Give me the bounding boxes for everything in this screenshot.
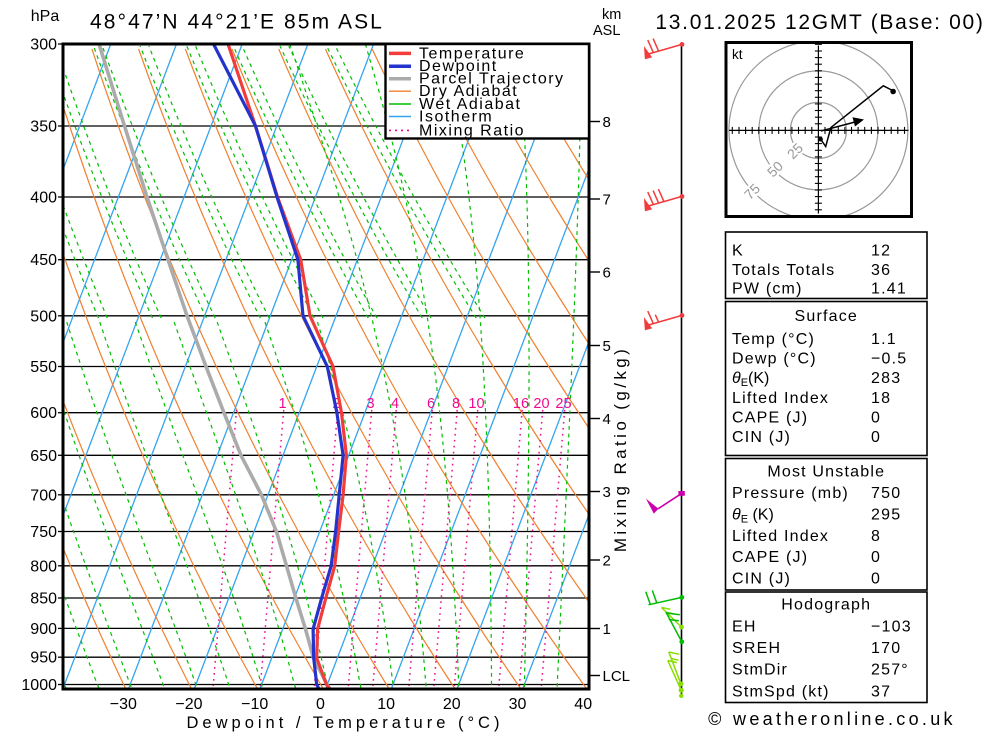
svg-text:Dewp (°C): Dewp (°C)	[732, 351, 817, 368]
svg-text:25: 25	[555, 396, 571, 412]
svg-text:850: 850	[30, 591, 57, 608]
svg-text:800: 800	[30, 558, 57, 575]
svg-text:18: 18	[871, 390, 891, 407]
svg-text:6: 6	[427, 396, 435, 412]
svg-text:kt: kt	[732, 47, 743, 62]
svg-text:500: 500	[30, 308, 57, 325]
svg-text:Lifted Index: Lifted Index	[732, 528, 829, 545]
svg-text:−10: −10	[241, 696, 268, 713]
svg-text:170: 170	[871, 640, 901, 657]
svg-text:4: 4	[391, 396, 399, 412]
svg-text:0: 0	[871, 549, 881, 566]
svg-text:6: 6	[603, 265, 611, 282]
svg-text:8: 8	[603, 114, 611, 131]
svg-text:48°47’N 44°21’E 85m ASL: 48°47’N 44°21’E 85m ASL	[90, 11, 384, 34]
svg-text:Wet Adiabat: Wet Adiabat	[419, 96, 521, 113]
svg-text:−0.5: −0.5	[871, 351, 907, 368]
svg-text:−30: −30	[110, 696, 137, 713]
svg-text:Mixing Ratio: Mixing Ratio	[419, 122, 525, 139]
svg-text:PW (cm): PW (cm)	[732, 281, 803, 298]
svg-text:257°: 257°	[871, 662, 909, 679]
svg-text:36: 36	[871, 262, 891, 279]
svg-text:Dewpoint: Dewpoint	[419, 58, 498, 75]
svg-text:hPa: hPa	[31, 8, 60, 25]
svg-text:20: 20	[533, 396, 549, 412]
svg-text:0: 0	[316, 696, 325, 713]
svg-text:20: 20	[443, 696, 461, 713]
svg-text:300: 300	[30, 37, 57, 54]
svg-text:Mixing Ratio (g/kg): Mixing Ratio (g/kg)	[611, 346, 630, 552]
svg-text:km: km	[602, 7, 621, 23]
svg-text:Dry Adiabat: Dry Adiabat	[419, 83, 518, 100]
svg-text:40: 40	[574, 696, 592, 713]
svg-text:400: 400	[30, 190, 57, 207]
svg-text:8: 8	[871, 528, 881, 545]
svg-text:1.1: 1.1	[871, 331, 897, 348]
svg-text:10: 10	[468, 396, 484, 412]
svg-text:Totals Totals: Totals Totals	[732, 262, 835, 279]
svg-text:295: 295	[871, 507, 901, 524]
svg-text:10: 10	[377, 696, 395, 713]
svg-text:5: 5	[603, 338, 611, 355]
svg-text:Parcel Trajectory: Parcel Trajectory	[419, 71, 565, 88]
svg-text:7: 7	[603, 192, 611, 209]
svg-text:1.41: 1.41	[871, 281, 907, 298]
svg-text:Temp (°C): Temp (°C)	[732, 331, 815, 348]
svg-text:900: 900	[30, 621, 57, 638]
svg-text:0: 0	[871, 429, 881, 446]
svg-text:3: 3	[603, 484, 611, 501]
svg-text:1: 1	[278, 396, 286, 412]
svg-text:8: 8	[452, 396, 460, 412]
svg-text:CAPE (J): CAPE (J)	[732, 549, 808, 566]
svg-text:Pressure (mb): Pressure (mb)	[732, 485, 849, 502]
svg-text:SREH: SREH	[732, 640, 781, 657]
svg-text:350: 350	[30, 119, 57, 136]
svg-text:Most Unstable: Most Unstable	[767, 464, 885, 481]
svg-text:Lifted Index: Lifted Index	[732, 390, 829, 407]
svg-text:950: 950	[30, 650, 57, 667]
svg-text:3: 3	[366, 396, 374, 412]
svg-text:13.01.2025 12GMT (Base: 00): 13.01.2025 12GMT (Base: 00)	[655, 11, 984, 34]
svg-text:600: 600	[30, 405, 57, 422]
svg-text:1000: 1000	[21, 677, 57, 694]
svg-text:Temperature: Temperature	[419, 45, 525, 62]
svg-text:750: 750	[30, 524, 57, 541]
svg-text:θE (K): θE (K)	[732, 507, 774, 526]
svg-text:2: 2	[603, 553, 611, 570]
svg-text:650: 650	[30, 448, 57, 465]
svg-text:30: 30	[509, 696, 527, 713]
svg-text:EH: EH	[732, 619, 757, 636]
svg-text:© weatheronline.co.uk: © weatheronline.co.uk	[708, 709, 956, 729]
svg-text:K: K	[732, 243, 744, 260]
svg-text:ASL: ASL	[593, 23, 620, 39]
svg-text:283: 283	[871, 370, 901, 387]
svg-text:LCL: LCL	[603, 668, 631, 685]
svg-text:37: 37	[871, 684, 891, 701]
svg-text:Dewpoint / Temperature (°C): Dewpoint / Temperature (°C)	[187, 714, 504, 732]
svg-text:1: 1	[603, 621, 611, 638]
svg-text:StmDir: StmDir	[732, 662, 788, 679]
svg-text:CIN (J): CIN (J)	[732, 571, 791, 588]
svg-text:12: 12	[871, 243, 891, 260]
svg-text:StmSpd (kt): StmSpd (kt)	[732, 684, 830, 701]
svg-text:Isotherm: Isotherm	[419, 109, 493, 126]
svg-text:θE(K): θE(K)	[732, 370, 769, 389]
svg-text:Hodograph: Hodograph	[781, 597, 871, 614]
svg-text:−20: −20	[175, 696, 202, 713]
svg-text:−103: −103	[871, 619, 912, 636]
svg-text:4: 4	[603, 411, 611, 428]
svg-text:550: 550	[30, 359, 57, 376]
svg-text:16: 16	[513, 396, 529, 412]
svg-text:0: 0	[871, 571, 881, 588]
svg-text:CIN (J): CIN (J)	[732, 429, 791, 446]
svg-text:Surface: Surface	[794, 308, 858, 325]
svg-text:450: 450	[30, 252, 57, 269]
svg-text:0: 0	[871, 410, 881, 427]
svg-text:700: 700	[30, 487, 57, 504]
svg-text:CAPE (J): CAPE (J)	[732, 410, 808, 427]
svg-text:750: 750	[871, 485, 901, 502]
